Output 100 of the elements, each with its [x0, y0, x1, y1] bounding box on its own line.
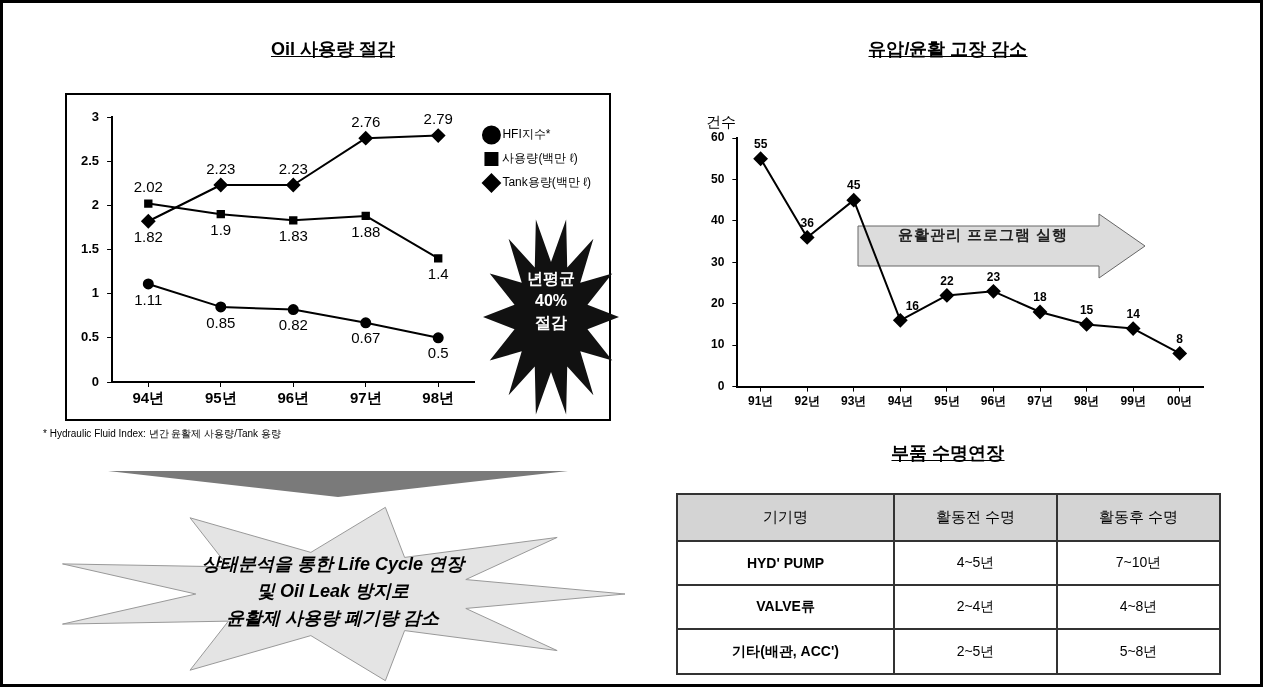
- x-tick-label: 94년: [132, 389, 165, 407]
- data-label: 0.5: [427, 344, 449, 362]
- text: 활동전 수명: [894, 494, 1058, 541]
- point: [142, 278, 154, 290]
- point: [144, 199, 153, 208]
- data-label: 1.11: [134, 290, 163, 308]
- data-label: 55: [753, 137, 768, 152]
- y-tick-label: 20: [710, 296, 725, 311]
- y-tick-label: 2.5: [80, 152, 100, 168]
- y-tick-label: 30: [710, 254, 725, 269]
- point: [1126, 321, 1141, 336]
- data-label: 1.83: [278, 226, 308, 244]
- text: 상태분석을 통한 Life Cycle 연장 및 Oil Leak 방지로 윤활제 사용량 폐기량 감소: [200, 553, 467, 630]
- data-label: 14: [1126, 306, 1141, 321]
- point: [141, 214, 156, 229]
- x-tick-label: 92년: [794, 394, 820, 409]
- y-axis-title: 건수: [706, 112, 737, 130]
- data-label: 2.02: [133, 178, 163, 196]
- x-tick-label: 98년: [422, 389, 455, 407]
- x-tick-label: 96년: [980, 394, 1007, 409]
- text: 5~8년: [1057, 629, 1220, 674]
- x-tick-label: 00년: [1167, 394, 1193, 409]
- point: [893, 313, 908, 328]
- data-label: 1.9: [210, 220, 232, 238]
- x-tick-label: 97년: [349, 389, 382, 407]
- x-tick-label: 96년: [277, 389, 310, 407]
- point: [431, 128, 446, 143]
- text: 7~10년: [1057, 540, 1220, 585]
- text: 년평균 40% 절감: [526, 269, 576, 333]
- y-tick-label: 50: [710, 171, 725, 186]
- data-label: 2.23: [278, 159, 308, 177]
- text: 2~4년: [894, 585, 1058, 630]
- y-tick-label: 1.5: [80, 241, 100, 257]
- legend-label: 사용량(백만 ℓ): [502, 151, 578, 166]
- text: 기기명: [677, 494, 895, 541]
- data-label: 0.67: [351, 329, 381, 347]
- y-tick-label: 0.5: [80, 329, 100, 345]
- point: [753, 151, 768, 166]
- data-label: 18: [1033, 290, 1048, 305]
- point: [1033, 305, 1048, 320]
- y-tick-label: 3: [91, 108, 100, 124]
- point: [432, 332, 444, 344]
- point: [358, 131, 373, 146]
- y-tick-label: 2: [91, 196, 100, 212]
- point: [939, 288, 954, 303]
- data-label: 0.85: [206, 313, 236, 331]
- legend-label: HFI지수*: [502, 127, 551, 142]
- point: [289, 216, 298, 225]
- text: 부품 수명연장: [890, 442, 1006, 465]
- annotation: 윤활관리 프로그램 실행: [896, 226, 1070, 245]
- data-label: 0.82: [278, 316, 308, 334]
- x-tick-label: 95년: [934, 394, 960, 409]
- text: 4~8년: [1057, 585, 1220, 630]
- data-label: 8: [1176, 331, 1184, 346]
- y-tick-label: 1: [91, 285, 100, 301]
- x-tick-label: 91년: [747, 394, 774, 409]
- text: 활동후 수명: [1057, 494, 1220, 541]
- data-label: 2.76: [351, 112, 381, 130]
- text: * Hydraulic Fluid Index: 년간 윤활제 사용량/Tank 용량: [43, 427, 281, 441]
- data-label: 22: [940, 273, 954, 288]
- data-label: 16: [905, 298, 920, 313]
- x-tick-label: 95년: [204, 389, 237, 407]
- data-label: 36: [800, 215, 815, 230]
- x-tick-label: 97년: [1027, 394, 1053, 409]
- point: [800, 230, 815, 245]
- y-tick-label: 40: [710, 213, 725, 228]
- point: [213, 178, 228, 193]
- data-label: 1.82: [133, 227, 163, 245]
- y-tick-label: 10: [710, 337, 725, 352]
- point: [986, 284, 1001, 299]
- data-label: 2.79: [423, 110, 453, 128]
- point: [286, 178, 301, 193]
- point: [434, 254, 443, 263]
- data-label: 45: [847, 178, 861, 193]
- point: [846, 193, 861, 208]
- x-tick-label: 93년: [841, 394, 867, 409]
- point: [1079, 317, 1094, 332]
- chart-title: Oil 사용량 절감: [270, 38, 396, 61]
- text: 2~5년: [894, 629, 1058, 674]
- point: [361, 211, 370, 221]
- text: VALVE류: [677, 585, 895, 630]
- point: [1172, 346, 1187, 361]
- text: 기타(배관, ACC'): [677, 629, 895, 674]
- legend-label: Tank용량(백만 ℓ): [502, 175, 592, 190]
- text: HYD' PUMP: [677, 540, 895, 585]
- x-tick-label: 94년: [887, 394, 914, 409]
- data-label: 15: [1079, 302, 1094, 317]
- point: [360, 317, 372, 329]
- x-tick-label: 99년: [1120, 394, 1146, 409]
- data-label: 23: [986, 269, 1001, 284]
- y-tick-label: 60: [710, 130, 725, 145]
- text: 4~5년: [894, 540, 1058, 585]
- data-label: 1.4: [427, 264, 449, 282]
- data-label: 2.23: [206, 159, 236, 177]
- point: [215, 301, 227, 313]
- point: [216, 209, 225, 219]
- y-tick-label: 0: [717, 378, 725, 393]
- point: [287, 304, 299, 316]
- data-label: 1.88: [351, 222, 381, 240]
- y-tick-label: 0: [91, 373, 100, 389]
